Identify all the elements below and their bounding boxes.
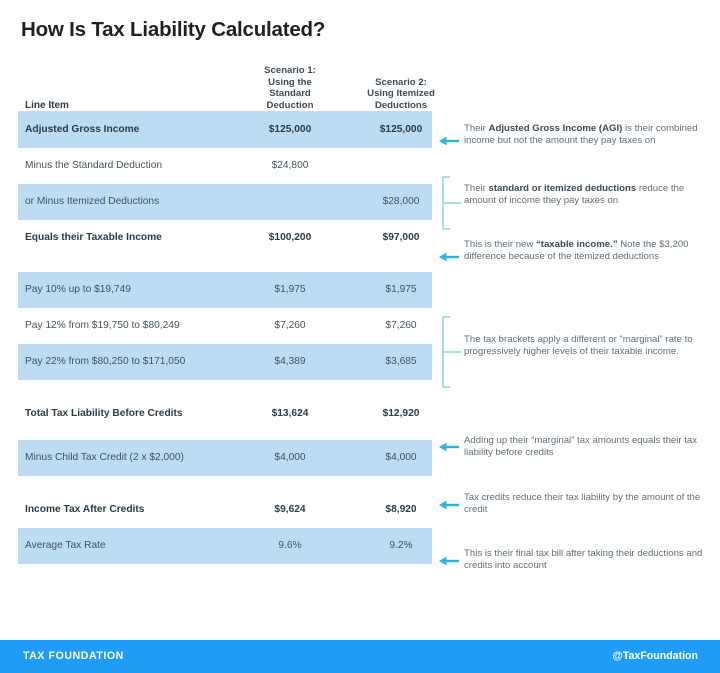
row-value-scenario-2: $28,000 bbox=[382, 196, 420, 207]
row-label: Average Tax Rate bbox=[25, 540, 106, 551]
row-label: Total Tax Liability Before Credits bbox=[25, 408, 183, 419]
row-value-scenario-1: $24,800 bbox=[271, 160, 309, 171]
table-body: Adjusted Gross Income $125,000 $125,000 … bbox=[0, 112, 720, 564]
row-value-scenario-1: $1,975 bbox=[274, 284, 306, 295]
table-row: Pay 12% from $19,750 to $80,249 $7,260 $… bbox=[0, 308, 720, 344]
row-label: or Minus Itemized Deductions bbox=[25, 196, 160, 207]
footer-social-handle[interactable]: @TaxFoundation bbox=[612, 650, 698, 662]
row-value-scenario-1: $125,000 bbox=[268, 124, 312, 135]
annotation-text: Their bbox=[464, 123, 489, 134]
row-value-scenario-2: $97,000 bbox=[382, 232, 420, 243]
row-value-scenario-2: $125,000 bbox=[379, 124, 423, 135]
row-label: Minus the Standard Deduction bbox=[25, 160, 163, 171]
annotation-text: Their bbox=[464, 183, 489, 194]
row-value-scenario-1: $100,200 bbox=[268, 232, 312, 243]
row-value-scenario-2: $7,260 bbox=[385, 320, 417, 331]
table-row: Adjusted Gross Income $125,000 $125,000 bbox=[0, 112, 720, 148]
arrow-left-icon bbox=[438, 441, 460, 453]
group-spacer bbox=[0, 476, 720, 492]
annotation-text: is their combined income but not the amo… bbox=[464, 123, 698, 147]
row-value-scenario-2: $4,000 bbox=[385, 452, 417, 463]
row-label: Pay 10% up to $19,749 bbox=[25, 284, 131, 295]
annotation-final-tax-bill: This is their final tax bill after takin… bbox=[464, 548, 703, 572]
annotation-taxable-income: This is their new “taxable income.” Note… bbox=[464, 239, 708, 264]
annotation-adjusted-gross-income: Their Adjusted Gross Income (AGI) is the… bbox=[464, 123, 708, 148]
row-value-scenario-2 bbox=[346, 148, 456, 184]
row-band bbox=[18, 440, 432, 476]
bracket-tax-brackets-icon bbox=[441, 316, 463, 388]
row-band bbox=[18, 184, 432, 220]
annotation-deductions: Their standard or itemized deductions re… bbox=[464, 183, 708, 208]
arrow-left-icon bbox=[438, 555, 460, 567]
table-row: Pay 22% from $80,250 to $171,050 $4,389 … bbox=[0, 344, 720, 380]
table-row: Average Tax Rate 9.6% 9.2% bbox=[0, 528, 720, 564]
row-band bbox=[18, 112, 432, 148]
annotation-emphasis: Adjusted Gross Income (AGI) bbox=[488, 123, 623, 134]
row-value-scenario-1: $7,260 bbox=[274, 320, 306, 331]
row-value-scenario-2: $3,685 bbox=[385, 356, 417, 367]
table-row: or Minus Itemized Deductions $28,000 bbox=[0, 184, 720, 220]
annotation-emphasis: “taxable income.” bbox=[535, 239, 618, 250]
row-value-scenario-1: 9.6% bbox=[278, 540, 302, 551]
bracket-deductions-icon bbox=[441, 176, 463, 230]
row-value-scenario-2: $12,920 bbox=[382, 408, 420, 419]
row-label: Adjusted Gross Income bbox=[25, 124, 140, 135]
annotation-emphasis: standard or itemized deductions bbox=[488, 183, 637, 194]
column-header-scenario-1: Scenario 1: Using the Standard Deduction bbox=[264, 65, 316, 111]
annotation-text: reduce the amount of income they pay tax… bbox=[464, 183, 685, 207]
row-value-scenario-1: $4,000 bbox=[274, 452, 306, 463]
footer-brand: TAX FOUNDATION bbox=[23, 650, 124, 662]
page-title: How Is Tax Liability Calculated? bbox=[21, 18, 326, 41]
column-header-line-item: Line Item bbox=[25, 99, 69, 111]
row-band bbox=[18, 344, 432, 380]
tax-table: Line Item Scenario 1: Using the Standard… bbox=[0, 58, 720, 564]
row-value-scenario-2: 9.2% bbox=[389, 540, 413, 551]
row-label: Minus Child Tax Credit (2 x $2,000) bbox=[25, 452, 184, 463]
row-label: Income Tax After Credits bbox=[25, 504, 145, 515]
table-row: Pay 10% up to $19,749 $1,975 $1,975 bbox=[0, 272, 720, 308]
table-row: Income Tax After Credits $9,624 $8,920 bbox=[0, 492, 720, 528]
row-value-scenario-1: $9,624 bbox=[274, 504, 306, 515]
arrow-left-icon bbox=[438, 251, 460, 263]
row-value-scenario-1: $4,389 bbox=[274, 356, 306, 367]
arrow-left-icon bbox=[438, 135, 460, 147]
row-label: Pay 12% from $19,750 to $80,249 bbox=[25, 320, 180, 331]
table-header-row: Line Item Scenario 1: Using the Standard… bbox=[0, 58, 720, 112]
table-row: Equals their Taxable Income $100,200 $97… bbox=[0, 220, 720, 256]
row-value-scenario-2: $1,975 bbox=[385, 284, 417, 295]
annotation-before-credits: Adding up their “marginal” tax amounts e… bbox=[464, 435, 698, 459]
row-band bbox=[18, 528, 432, 564]
annotation-text: Note the $3,200 difference because of th… bbox=[464, 239, 689, 263]
row-label: Pay 22% from $80,250 to $171,050 bbox=[25, 356, 186, 367]
annotation-text: This is their new bbox=[464, 239, 536, 250]
row-value-scenario-1 bbox=[236, 184, 344, 220]
row-value-scenario-1: $13,624 bbox=[271, 408, 309, 419]
row-value-scenario-2: $8,920 bbox=[385, 504, 417, 515]
group-spacer bbox=[0, 380, 720, 396]
table-row: Minus Child Tax Credit (2 x $2,000) $4,0… bbox=[0, 440, 720, 476]
footer-bar: TAX FOUNDATION @TaxFoundation bbox=[0, 640, 720, 673]
row-band bbox=[18, 272, 432, 308]
table-row: Total Tax Liability Before Credits $13,6… bbox=[0, 396, 720, 432]
table-row: Minus the Standard Deduction $24,800 bbox=[0, 148, 720, 184]
arrow-left-icon bbox=[438, 499, 460, 511]
annotation-tax-credits: Tax credits reduce their tax liability b… bbox=[464, 492, 701, 516]
header-divider bbox=[18, 111, 432, 112]
row-label: Equals their Taxable Income bbox=[25, 232, 162, 243]
annotation-tax-brackets: The tax brackets apply a different or “m… bbox=[464, 334, 693, 358]
column-header-scenario-2: Scenario 2: Using Itemized Deductions bbox=[367, 76, 435, 111]
